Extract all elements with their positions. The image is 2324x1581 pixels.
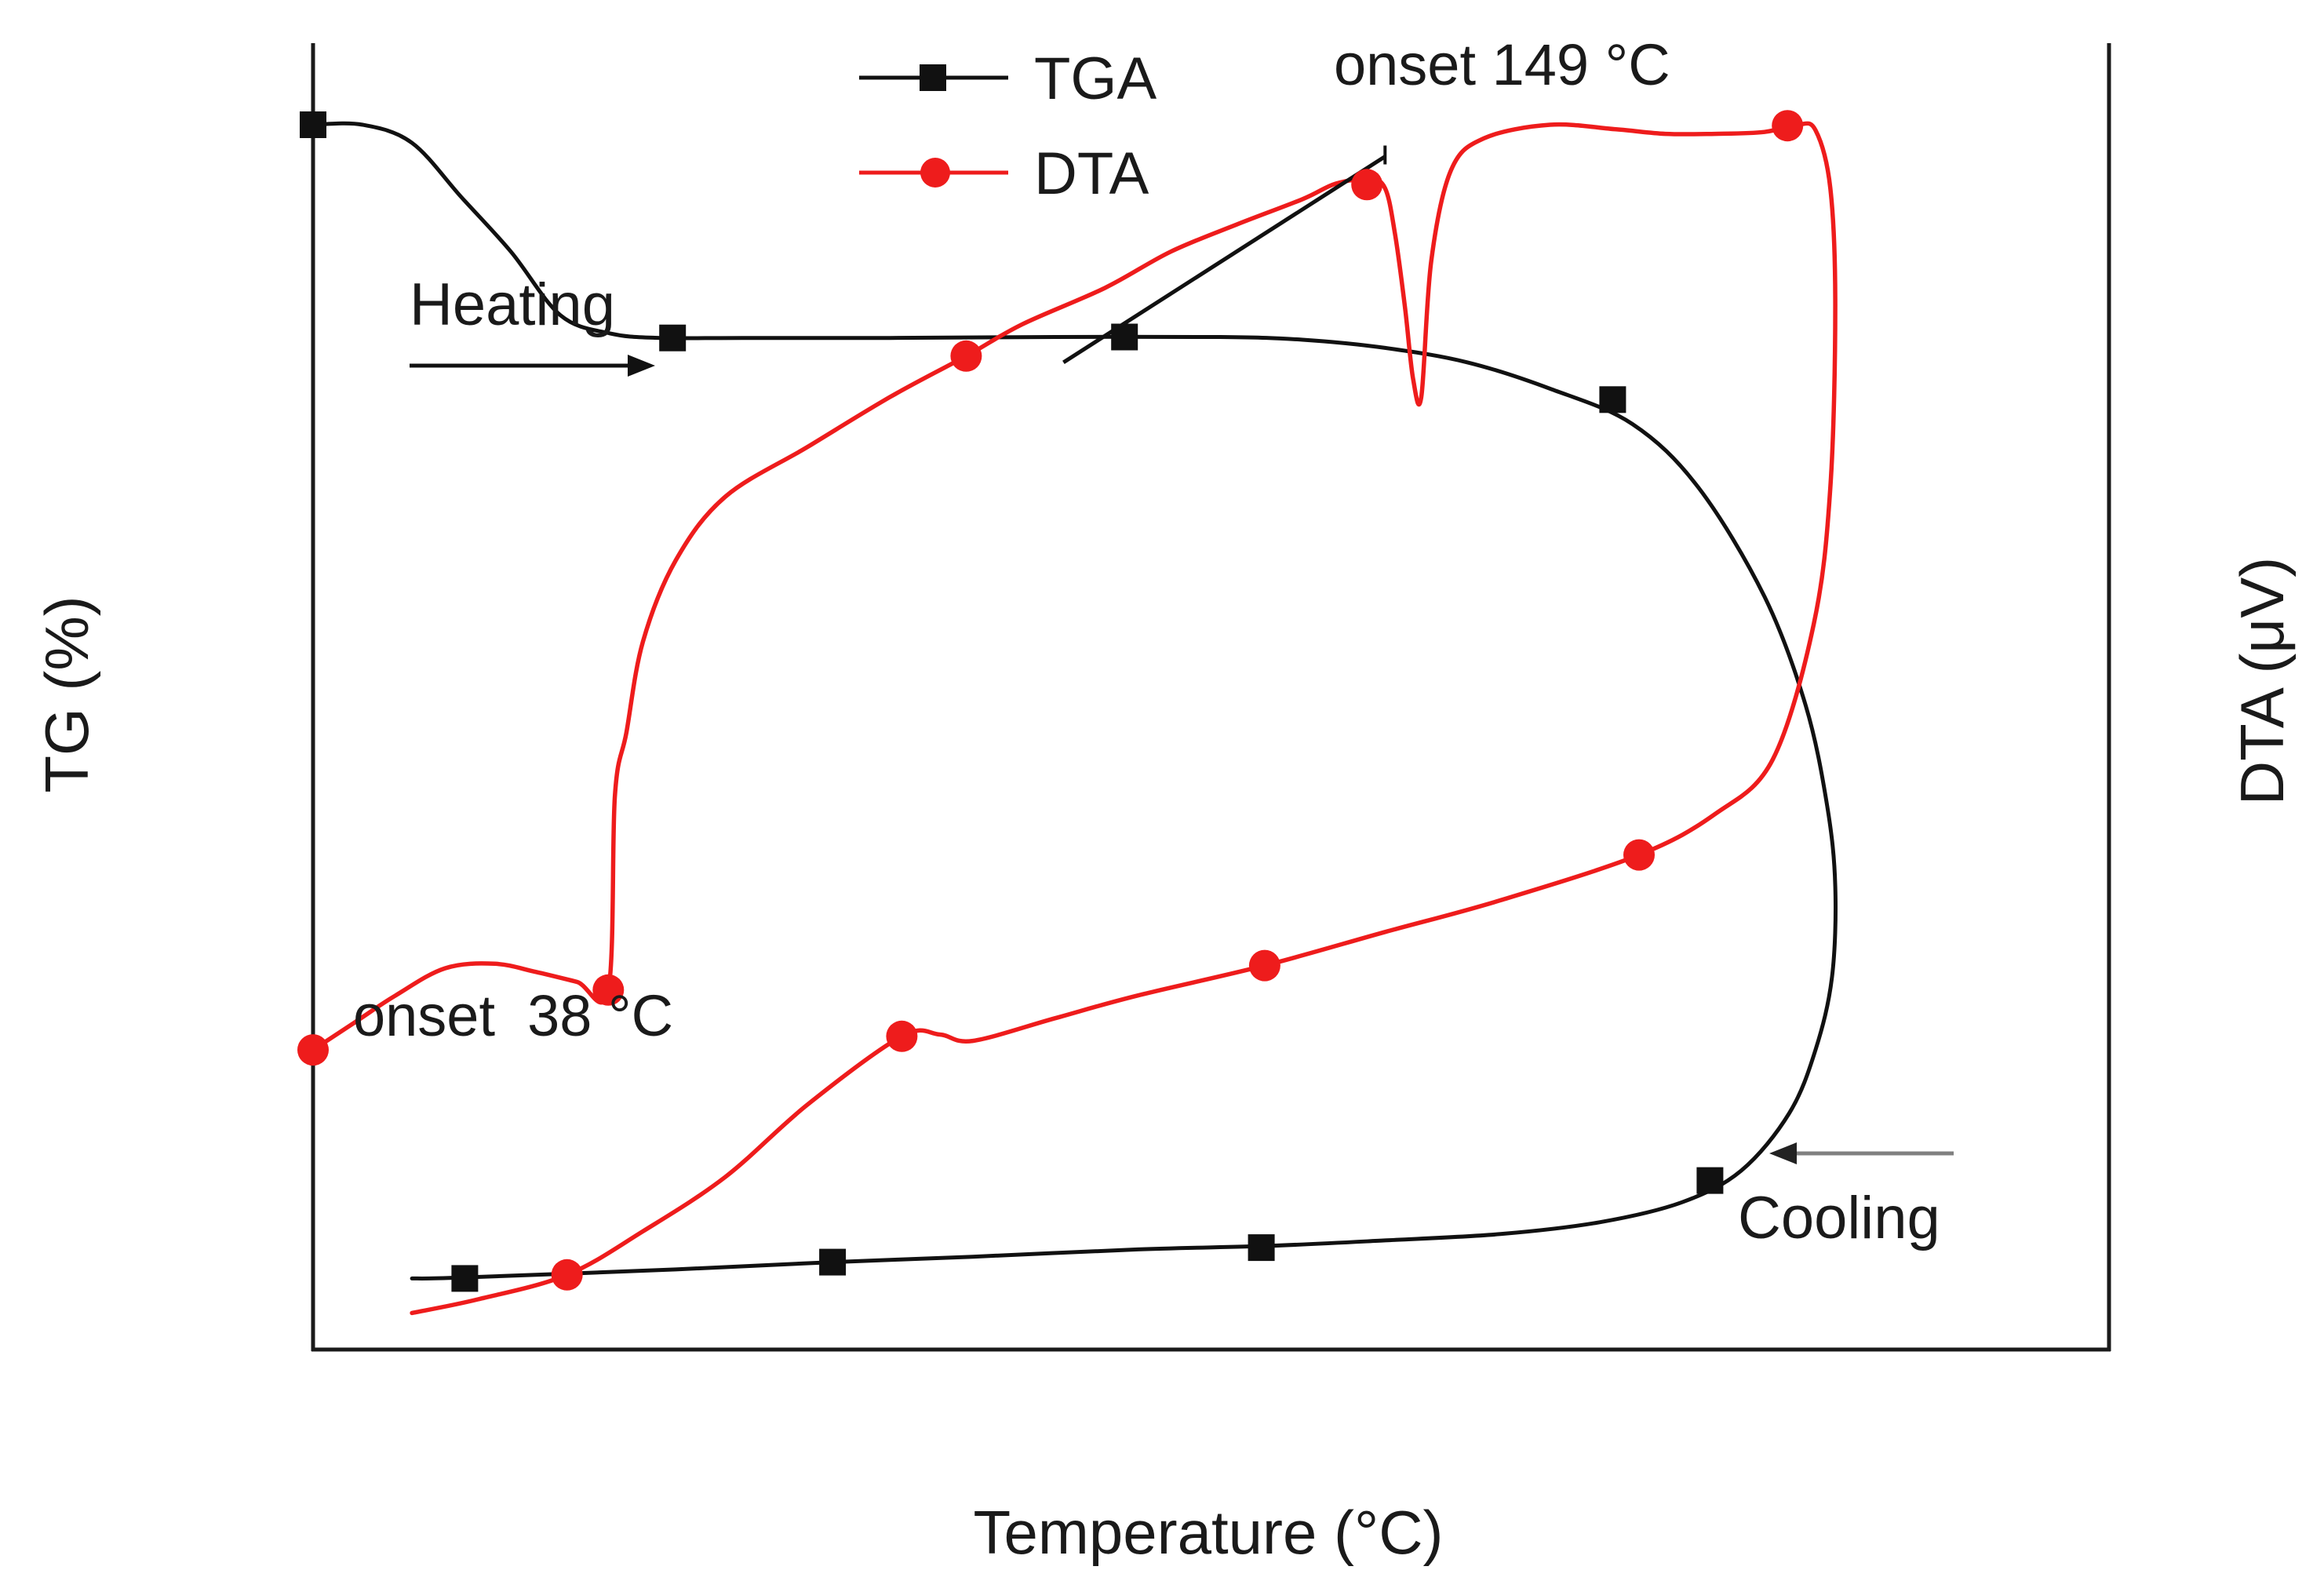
tga-marker-4 bbox=[1599, 386, 1626, 413]
y-axis-title-right: DTA (μV) bbox=[2227, 557, 2297, 806]
tga-marker-3 bbox=[1111, 323, 1138, 351]
dta-marker-7 bbox=[1248, 949, 1280, 982]
heating-arrow bbox=[410, 355, 655, 377]
heating-label: Heating bbox=[410, 271, 615, 338]
tga-marker-7 bbox=[819, 1248, 847, 1276]
tga-marker-8 bbox=[451, 1265, 479, 1292]
dta-series-line bbox=[311, 121, 1838, 1316]
dta-marker-9 bbox=[551, 1259, 583, 1291]
tga-marker-5 bbox=[1696, 1167, 1724, 1194]
legend-tga-marker bbox=[920, 64, 946, 91]
dta-marker-4 bbox=[1351, 169, 1383, 201]
series-markers bbox=[297, 110, 1804, 1292]
onset-heat-label: onset 149 °C bbox=[1334, 32, 1670, 97]
legend: TGA DTA bbox=[859, 46, 1157, 207]
onset-cool-label: onset 38 °C bbox=[353, 983, 673, 1048]
dta-marker-1 bbox=[297, 1034, 329, 1066]
y-axis-title-left: TG (%) bbox=[32, 596, 101, 792]
tga-marker-6 bbox=[1248, 1234, 1275, 1262]
dta-marker-2 bbox=[592, 974, 625, 1006]
tga-marker-2 bbox=[659, 324, 687, 352]
tga-marker-1 bbox=[300, 111, 326, 138]
dta-marker-6 bbox=[1623, 839, 1655, 871]
cooling-arrow bbox=[1769, 1142, 1954, 1164]
cooling-label: Cooling bbox=[1738, 1185, 1940, 1251]
legend-dta-marker bbox=[920, 158, 950, 188]
legend-dta-label: DTA bbox=[1034, 140, 1149, 207]
x-axis-title: Temperature (°C) bbox=[973, 1498, 1443, 1567]
dta-marker-8 bbox=[886, 1020, 918, 1052]
legend-tga-label: TGA bbox=[1034, 46, 1157, 112]
dta-marker-5 bbox=[1772, 110, 1804, 142]
dta-marker-3 bbox=[950, 340, 982, 372]
